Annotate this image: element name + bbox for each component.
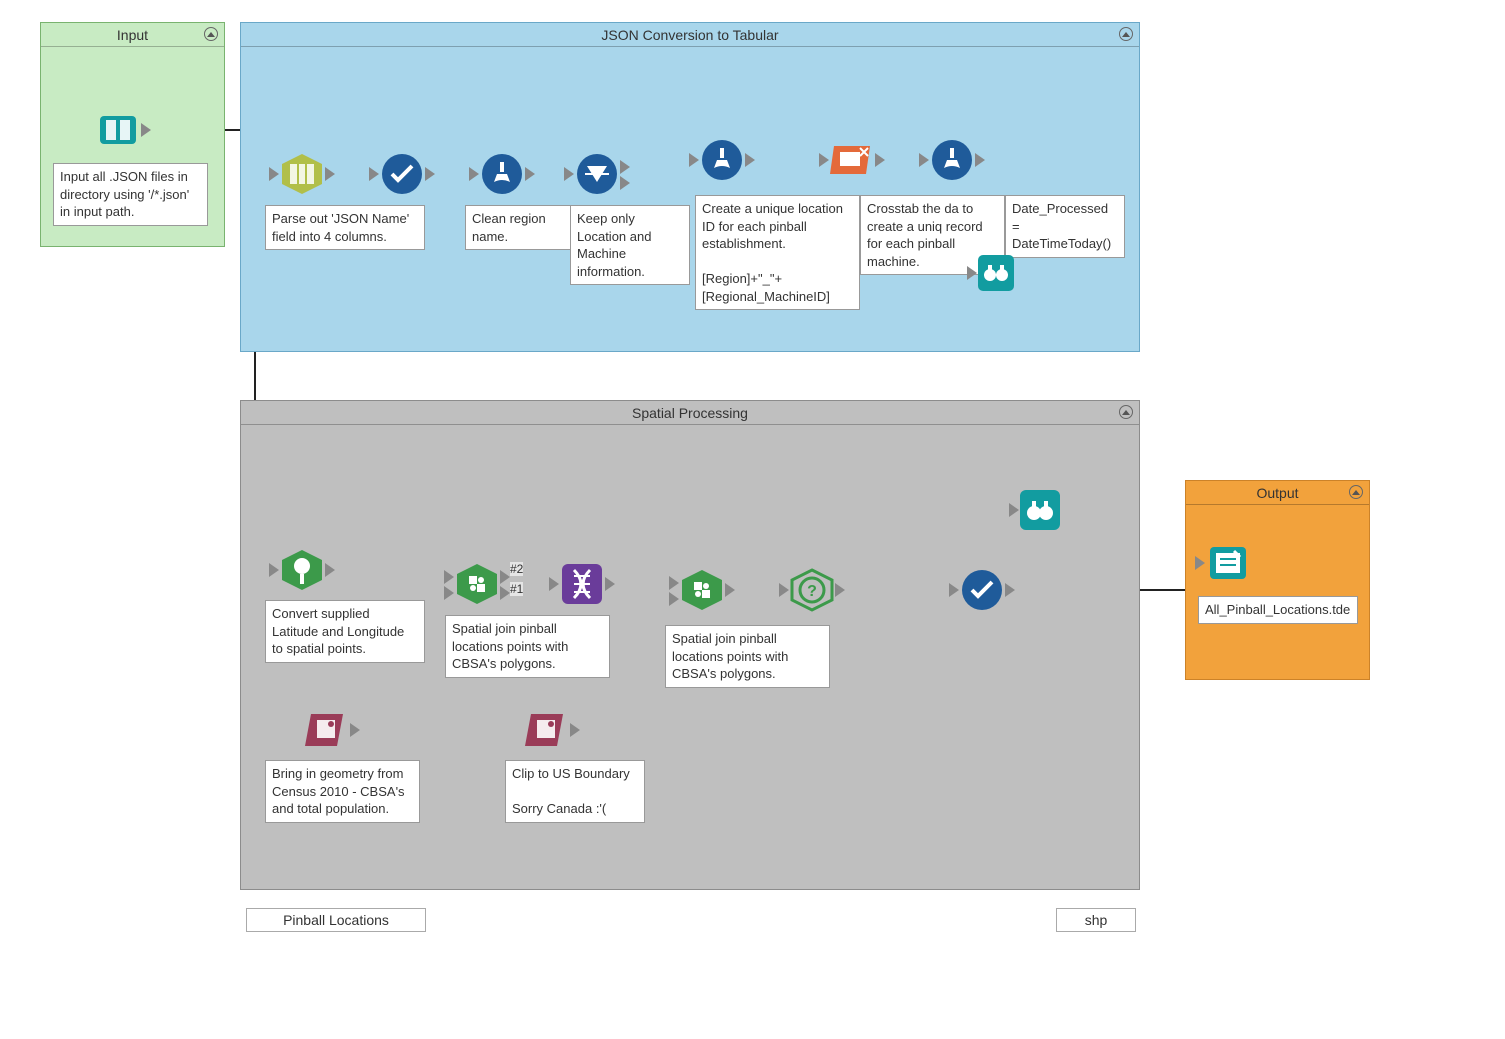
container-spatial-header: Spatial Processing: [241, 401, 1139, 425]
clip-input-tool[interactable]: [525, 708, 569, 752]
input-tool[interactable]: [96, 108, 140, 152]
date-proc-annotation: Date_Processed = DateTimeToday(): [1005, 195, 1125, 258]
filter-tool[interactable]: [575, 152, 619, 196]
container-spatial-title: Spatial Processing: [632, 405, 748, 421]
container-json-title: JSON Conversion to Tabular: [601, 27, 778, 43]
spatial-match-tool-1[interactable]: [455, 562, 499, 606]
collapse-icon[interactable]: [1119, 405, 1133, 419]
clean-region-annotation: Clean region name.: [465, 205, 575, 250]
question-tool[interactable]: ?: [790, 568, 834, 612]
text-to-columns-tool[interactable]: [280, 152, 324, 196]
clip-annotation: Clip to US Boundary Sorry Canada :'(: [505, 760, 645, 823]
select-tool-2[interactable]: [960, 568, 1004, 612]
num2-tag: #2: [510, 562, 523, 576]
spatial-match-tool-2[interactable]: [680, 568, 724, 612]
container-input[interactable]: Input Input all .JSON files in directory…: [40, 22, 225, 247]
formula-tool-2[interactable]: [700, 138, 744, 182]
dna-tool[interactable]: [560, 562, 604, 606]
spatial-join2-annotation: Spatial join pinball locations points wi…: [665, 625, 830, 688]
output-file-annotation: All_Pinball_Locations.tde: [1198, 596, 1358, 624]
unique-id-annotation: Create a unique location ID for each pin…: [695, 195, 860, 310]
browse-tool-small[interactable]: [978, 255, 1014, 291]
spatial-join1-annotation: Spatial join pinball locations points wi…: [445, 615, 610, 678]
census-input-tool[interactable]: [305, 708, 349, 752]
collapse-icon[interactable]: [1349, 485, 1363, 499]
svg-text:?: ?: [807, 583, 817, 600]
tab-pinball-locations[interactable]: Pinball Locations: [246, 908, 426, 932]
convert-pts-annotation: Convert supplied Latitude and Longitude …: [265, 600, 425, 663]
keep-only-annotation: Keep only Location and Machine informati…: [570, 205, 690, 285]
formula-tool-1[interactable]: [480, 152, 524, 196]
input-annotation: Input all .JSON files in directory using…: [53, 163, 208, 226]
tab-shp[interactable]: shp: [1056, 908, 1136, 932]
num1-tag: #1: [510, 582, 523, 596]
output-tool[interactable]: [1206, 541, 1250, 585]
container-output[interactable]: Output All_Pinball_Locations.tde: [1185, 480, 1370, 680]
browse-tool-spatial[interactable]: [1020, 490, 1060, 530]
formula-tool-3[interactable]: [930, 138, 974, 182]
create-points-tool[interactable]: [280, 548, 324, 592]
crosstab-tool[interactable]: [830, 138, 874, 182]
container-json-header: JSON Conversion to Tabular: [241, 23, 1139, 47]
container-input-title: Input: [117, 27, 148, 43]
container-json[interactable]: JSON Conversion to Tabular: [240, 22, 1140, 352]
collapse-icon[interactable]: [1119, 27, 1133, 41]
container-output-title: Output: [1256, 485, 1298, 501]
parse-annotation: Parse out 'JSON Name' field into 4 colum…: [265, 205, 425, 250]
census-annotation: Bring in geometry from Census 2010 - CBS…: [265, 760, 420, 823]
select-tool-1[interactable]: [380, 152, 424, 196]
container-input-header: Input: [41, 23, 224, 47]
collapse-icon[interactable]: [204, 27, 218, 41]
container-output-header: Output: [1186, 481, 1369, 505]
